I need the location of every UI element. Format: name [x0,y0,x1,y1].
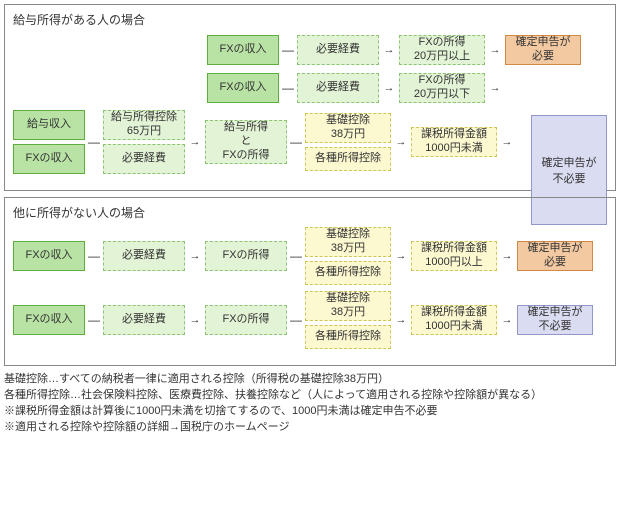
arrow-right: → [485,44,505,56]
stacked-boxes: 給与所得控除65万円必要経費 [103,110,185,174]
flow-box: 給与所得控除65万円 [103,110,185,140]
flow-box: FXの所得 [205,241,287,271]
arrow-right: → [391,136,411,148]
flow-box: 確定申告が不必要 [517,305,593,335]
flow-box: 基礎控除38万円 [305,113,391,143]
minus-connector: — [279,81,297,95]
arrow-right: → [185,314,205,326]
stacked-boxes: 基礎控除38万円各種所得控除 [305,113,391,171]
arrow-right: → [185,136,205,148]
flow-box: FXの所得20万円以下 [399,73,485,103]
minus-connector: — [279,43,297,57]
flow-box: 課税所得金額1000円未満 [411,127,497,157]
arrow-right: → [497,136,517,148]
flow-row: FXの収入—必要経費→FXの所得—基礎控除38万円各種所得控除→課税所得金額10… [13,291,607,349]
footnote-line: 基礎控除…すべての納税者一律に適用される控除（所得税の基礎控除38万円） [4,372,616,388]
flow-box: 基礎控除38万円 [305,227,391,257]
minus-connector: — [85,313,103,327]
arrow-right: → [497,250,517,262]
panel-title: 給与所得がある人の場合 [13,11,607,28]
minus-connector: — [85,135,103,149]
flow-row: 給与収入FXの収入—給与所得控除65万円必要経費→給与所得とFXの所得—基礎控除… [13,110,607,174]
flow-box: 基礎控除38万円 [305,291,391,321]
flow-box: 給与収入 [13,110,85,140]
flow-box: 給与所得とFXの所得 [205,120,287,164]
stacked-boxes: 給与収入 FXの収入 [13,110,85,174]
flow-row: FXの収入—必要経費→FXの所得20万円以上→確定申告が必要 [13,34,607,66]
panel: 他に所得がない人の場合FXの収入—必要経費→FXの所得—基礎控除38万円各種所得… [4,197,616,366]
footnotes: 基礎控除…すべての納税者一律に適用される控除（所得税の基礎控除38万円）各種所得… [4,372,616,436]
flow-box: 必要経費 [297,73,379,103]
arrow-right: → [379,82,399,94]
footnote-line: ※課税所得金額は計算後に1000円未満を切捨てするので、1000円未満は確定申告… [4,404,616,420]
flow-box: 必要経費 [297,35,379,65]
flow-box: FXの所得 [205,305,287,335]
flow-box: 必要経費 [103,144,185,174]
flow-box: FXの収入 [207,73,279,103]
minus-connector: — [287,313,305,327]
minus-connector: — [85,249,103,263]
flow-box: 各種所得控除 [305,147,391,171]
arrow-right: → [391,250,411,262]
flow-box: 必要経費 [103,305,185,335]
arrow-right: → [379,44,399,56]
panel: 給与所得がある人の場合FXの収入—必要経費→FXの所得20万円以上→確定申告が必… [4,4,616,191]
minus-connector: — [287,249,305,263]
flow-box: 必要経費 [103,241,185,271]
footnote-line: ※適用される控除や控除額の詳細→国税庁のホームページ [4,420,616,436]
arrow-right: → [485,82,505,94]
flow-box: FXの所得20万円以上 [399,35,485,65]
flow-box: 課税所得金額1000円以上 [411,241,497,271]
flow-box: FXの収入 [13,305,85,335]
footnote-line: 各種所得控除…社会保険料控除、医療費控除、扶養控除など（人によって適用される控除… [4,388,616,404]
stacked-boxes: 基礎控除38万円各種所得控除 [305,291,391,349]
flow-box: FXの収入 [13,144,85,174]
panel-title: 他に所得がない人の場合 [13,204,607,221]
flow-box: FXの収入 [13,241,85,271]
flow-row: FXの収入—必要経費→FXの所得20万円以下→ [13,72,607,104]
arrow-right: → [391,314,411,326]
flow-row: FXの収入—必要経費→FXの所得—基礎控除38万円各種所得控除→課税所得金額10… [13,227,607,285]
flow-box: 確定申告が必要 [505,35,581,65]
arrow-right: → [497,314,517,326]
flow-box: FXの収入 [207,35,279,65]
stacked-boxes: 基礎控除38万円各種所得控除 [305,227,391,285]
flow-box: 確定申告が必要 [517,241,593,271]
minus-connector: — [287,135,305,149]
flow-box: 各種所得控除 [305,261,391,285]
flow-box: 課税所得金額1000円未満 [411,305,497,335]
flow-box: 各種所得控除 [305,325,391,349]
arrow-right: → [185,250,205,262]
